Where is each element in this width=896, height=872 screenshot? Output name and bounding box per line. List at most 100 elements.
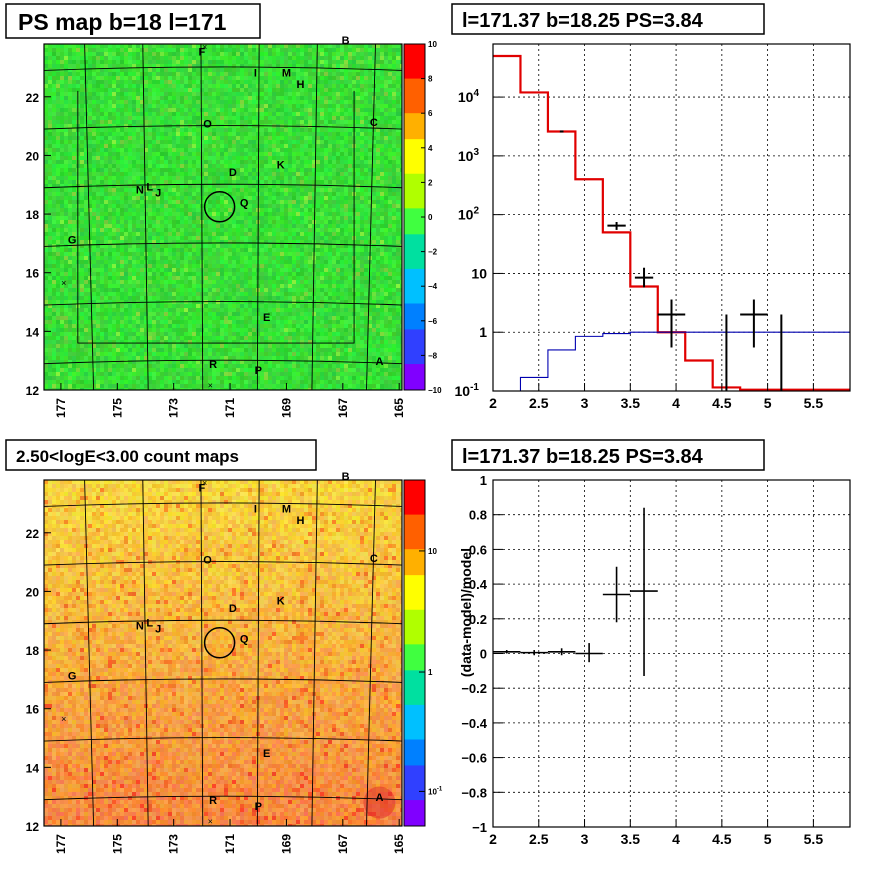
ps-pixel [320, 244, 324, 248]
ps-pixel [140, 236, 144, 240]
ps-pixel [296, 96, 300, 100]
ps-pixel [84, 72, 88, 76]
ps-pixel [340, 224, 344, 228]
ps-pixel [336, 140, 340, 144]
ps-pixel [204, 44, 208, 48]
ps-pixel [204, 184, 208, 188]
ps-pixel [112, 200, 116, 204]
ps-pixel [300, 228, 304, 232]
ps-pixel [168, 200, 172, 204]
ps-pixel [388, 52, 392, 56]
ps-pixel [228, 176, 232, 180]
ps-pixel [388, 76, 392, 80]
ps-pixel [268, 60, 272, 64]
ps-pixel [96, 116, 100, 120]
ps-pixel [304, 184, 308, 188]
ps-pixel [124, 164, 128, 168]
ps-pixel [388, 252, 392, 256]
ps-pixel [112, 180, 116, 184]
ps-pixel [68, 240, 72, 244]
ps-pixel [296, 256, 300, 260]
ps-pixel [124, 128, 128, 132]
ps-pixel [388, 60, 392, 64]
ps-pixel [148, 100, 152, 104]
ps-pixel [224, 84, 228, 88]
ps-pixel [48, 196, 52, 200]
ps-pixel [292, 80, 296, 84]
ps-pixel [264, 192, 268, 196]
ps-pixel [92, 224, 96, 228]
ps-pixel [140, 88, 144, 92]
ps-pixel [48, 52, 52, 56]
ps-pixel [88, 160, 92, 164]
ps-pixel [172, 172, 176, 176]
ps-pixel [72, 192, 76, 196]
ps-pixel [232, 236, 236, 240]
ps-pixel [356, 44, 360, 48]
ps-pixel [104, 96, 108, 100]
ps-pixel [216, 236, 220, 240]
ps-pixel [344, 208, 348, 212]
ps-pixel [324, 152, 328, 156]
ps-pixel [348, 224, 352, 228]
ps-pixel [132, 128, 136, 132]
ps-pixel [240, 148, 244, 152]
ps-pixel [204, 140, 208, 144]
ps-pixel [88, 84, 92, 88]
ps-pixel [244, 132, 248, 136]
ps-pixel [232, 252, 236, 256]
ps-pixel [332, 224, 336, 228]
ps-pixel [180, 80, 184, 84]
ps-pixel [268, 72, 272, 76]
ps-pixel [84, 256, 88, 260]
ps-pixel [212, 176, 216, 180]
ps-pixel [268, 120, 272, 124]
ps-pixel [212, 236, 216, 240]
ps-pixel [164, 60, 168, 64]
ps-pixel [124, 172, 128, 176]
ps-pixel [144, 184, 148, 188]
ps-pixel [232, 196, 236, 200]
ps-pixel [340, 72, 344, 76]
ps-pixel [300, 92, 304, 96]
ps-pixel [136, 68, 140, 72]
ps-pixel [348, 104, 352, 108]
ps-pixel [248, 244, 252, 248]
ps-pixel [68, 232, 72, 236]
ps-pixel [324, 140, 328, 144]
ps-pixel [72, 216, 76, 220]
ps-pixel [320, 132, 324, 136]
ps-pixel [244, 128, 248, 132]
ps-pixel [60, 44, 64, 48]
ps-pixel [152, 216, 156, 220]
ps-pixel [104, 188, 108, 192]
ps-pixel [116, 160, 120, 164]
ps-pixel [284, 76, 288, 80]
ps-pixel [220, 160, 224, 164]
ps-pixel [280, 252, 284, 256]
ps-pixel [256, 144, 260, 148]
ps-pixel [280, 220, 284, 224]
ps-pixel [388, 164, 392, 168]
ps-pixel [388, 208, 392, 212]
ps-pixel [316, 76, 320, 80]
ps-pixel [92, 256, 96, 260]
ps-pixel [324, 184, 328, 188]
ps-pixel [320, 96, 324, 100]
ps-pixel [252, 200, 256, 204]
ps-pixel [336, 144, 340, 148]
ps-pixel [220, 92, 224, 96]
ps-pixel [84, 216, 88, 220]
ps-pixel [360, 132, 364, 136]
ps-pixel [256, 48, 260, 52]
ps-pixel [60, 216, 64, 220]
ps-pixel [128, 56, 132, 60]
ps-pixel [124, 160, 128, 164]
ps-pixel [88, 152, 92, 156]
ps-pixel [96, 220, 100, 224]
ps-pixel [260, 116, 264, 120]
ps-pixel [280, 140, 284, 144]
ps-pixel [188, 196, 192, 200]
ps-pixel [328, 160, 332, 164]
ps-pixel [380, 108, 384, 112]
